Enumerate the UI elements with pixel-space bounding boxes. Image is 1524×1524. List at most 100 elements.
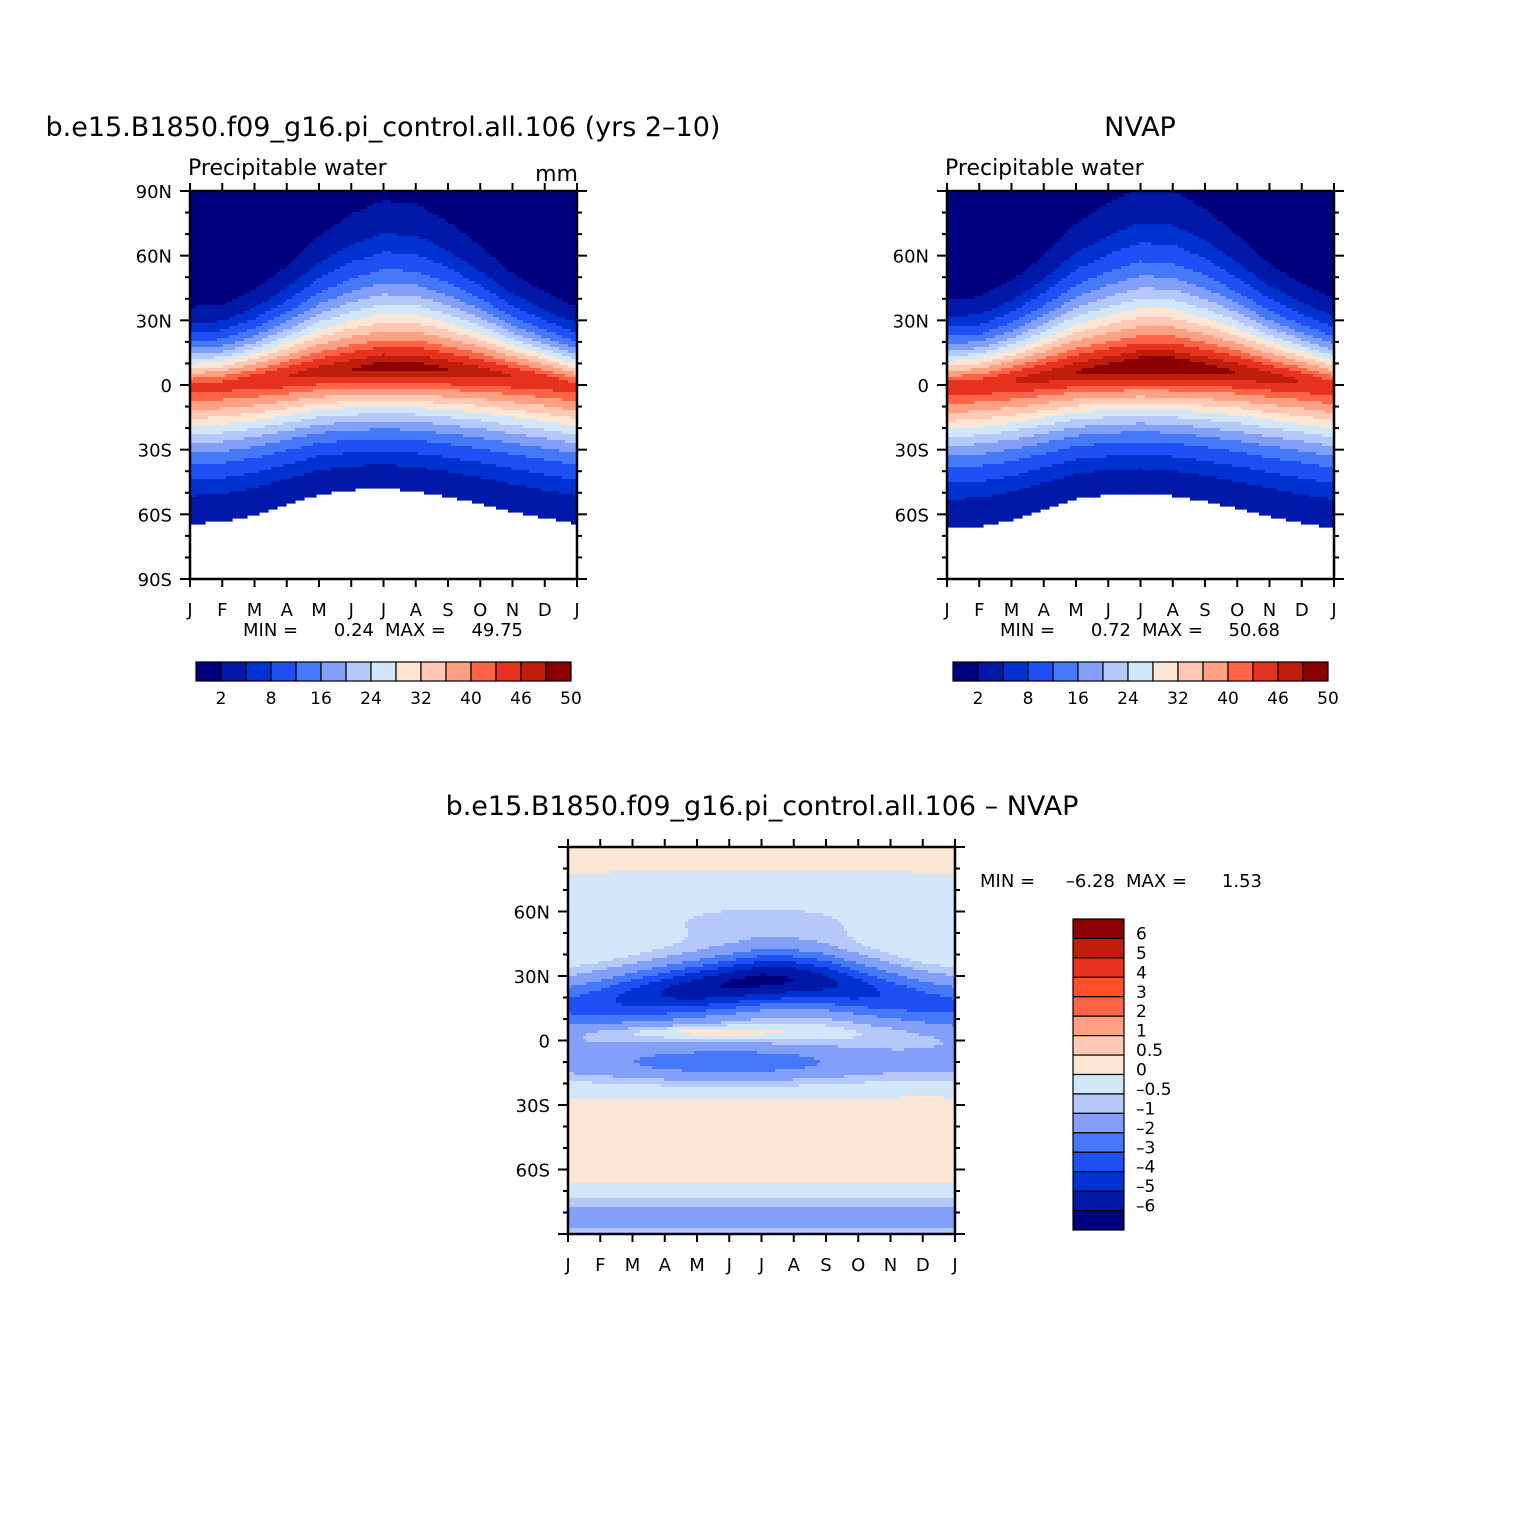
contour-cell [466, 365, 470, 378]
contour-cell [415, 395, 419, 402]
contour-cell [1121, 386, 1125, 393]
contour-cell [388, 251, 392, 270]
contour-cell [568, 368, 572, 372]
contour-cell [1019, 308, 1023, 318]
contour-cell [448, 389, 452, 399]
contour-cell [307, 428, 311, 435]
contour-cell [1070, 341, 1074, 351]
contour-cell [358, 431, 362, 441]
contour-cell [298, 413, 302, 423]
contour-cell [1100, 380, 1104, 387]
contour-cell [199, 401, 203, 411]
contour-cell [1061, 389, 1065, 396]
contour-cell [568, 416, 572, 426]
contour-cell [1031, 470, 1035, 486]
contour-cell [445, 221, 449, 252]
contour-cell [346, 395, 350, 402]
contour-cell [1112, 425, 1116, 435]
contour-cell [304, 356, 308, 363]
contour-cell [1094, 392, 1098, 399]
contour-cell [1046, 404, 1050, 411]
contour-cell [565, 365, 569, 372]
contour-cell [238, 341, 242, 348]
contour-cell [334, 287, 338, 300]
contour-cell [337, 431, 341, 441]
contour-cell [469, 329, 473, 339]
contour-cell [1073, 407, 1077, 414]
contour-cell [313, 404, 317, 411]
contour-cell [406, 377, 410, 384]
contour-cell [220, 371, 224, 378]
contour-cell [541, 473, 545, 492]
contour-cell [271, 371, 275, 390]
contour-cell [469, 398, 473, 405]
contour-cell [382, 251, 386, 270]
contour-cell [992, 452, 996, 465]
contour-cell [208, 464, 212, 480]
contour-cell [346, 440, 350, 453]
contour-cell [1112, 398, 1116, 405]
contour-cell [220, 464, 224, 480]
contour-cell [556, 422, 560, 432]
contour-cell [968, 335, 972, 342]
contour-cell [1064, 344, 1068, 354]
colorbar-swatch [320, 661, 347, 682]
contour-cell [427, 242, 431, 261]
contour-cell [1121, 197, 1125, 231]
contour-cell [217, 383, 221, 393]
contour-cell [244, 377, 248, 390]
contour-cell [989, 401, 993, 411]
contour-cell [526, 359, 530, 366]
contour-cell [1046, 425, 1050, 435]
contour-cell [331, 377, 335, 384]
contour-cell [397, 389, 401, 396]
contour-cell [250, 473, 254, 489]
contour-cell [328, 326, 332, 336]
contour-cell [1034, 341, 1038, 348]
contour-cell [202, 419, 206, 426]
contour-cell [376, 236, 380, 255]
contour-cell [529, 428, 533, 438]
contour-cell [391, 371, 395, 378]
contour-cell [1052, 311, 1056, 321]
contour-cell [995, 350, 999, 354]
contour-cell [466, 314, 470, 321]
contour-cell [1043, 482, 1047, 510]
contour-cell [328, 356, 332, 366]
contour-cell [250, 398, 254, 408]
contour-cell [208, 191, 212, 306]
contour-cell [202, 362, 206, 369]
contour-cell [980, 467, 984, 483]
contour-cell [415, 362, 419, 372]
contour-cell [301, 428, 305, 438]
contour-cell [427, 191, 431, 213]
contour-cell [403, 347, 407, 357]
contour-cell [559, 425, 563, 432]
contour-cell [1007, 407, 1011, 417]
contour-cell [989, 356, 993, 363]
contour-cell [250, 365, 254, 372]
contour-cell [355, 302, 359, 312]
contour-cell [208, 401, 212, 411]
contour-cell [370, 464, 374, 489]
contour-cell [334, 422, 338, 432]
contour-cell [1058, 407, 1062, 417]
contour-cell [514, 362, 518, 369]
contour-cell [1007, 416, 1011, 423]
contour-cell [352, 416, 356, 423]
contour-cell [370, 308, 374, 318]
contour-cell [424, 455, 428, 468]
contour-cell [283, 410, 287, 417]
contour-cell [553, 374, 557, 378]
contour-cell [322, 365, 326, 378]
contour-cell [370, 413, 374, 423]
contour-cell [322, 302, 326, 312]
contour-cell [511, 425, 515, 435]
contour-cell [1094, 344, 1098, 351]
contour-cell [331, 443, 335, 456]
contour-cell [286, 422, 290, 432]
contour-cell [986, 497, 990, 525]
contour-cell [421, 347, 425, 357]
contour-cell [544, 191, 548, 294]
contour-cell [1088, 263, 1092, 279]
